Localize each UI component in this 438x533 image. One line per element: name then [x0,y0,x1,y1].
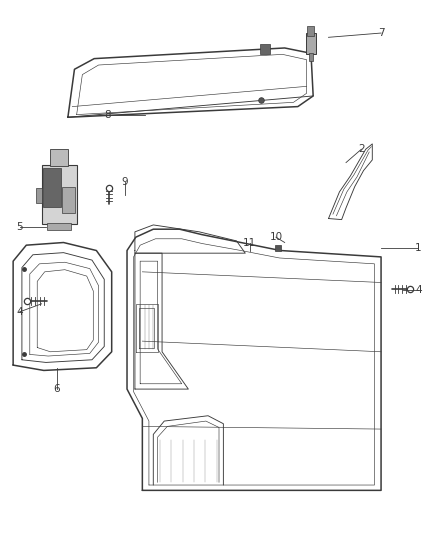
Text: 9: 9 [121,177,128,187]
Text: 10: 10 [269,232,283,242]
Bar [260,44,270,54]
Text: 7: 7 [378,28,385,38]
Text: 2: 2 [358,144,365,154]
Bar [305,33,316,54]
Text: 6: 6 [53,384,60,394]
Bar [47,223,71,230]
Bar [36,188,42,203]
Text: 11: 11 [243,238,256,247]
Bar [50,149,68,166]
Text: 4: 4 [415,286,422,295]
Text: 5: 5 [16,222,23,231]
Bar [307,26,314,36]
Text: 8: 8 [104,110,111,119]
Bar [62,187,75,213]
Text: 4: 4 [16,307,23,317]
Bar [43,168,61,207]
Bar [309,53,313,61]
Bar [42,165,77,224]
Text: 1: 1 [415,243,422,253]
